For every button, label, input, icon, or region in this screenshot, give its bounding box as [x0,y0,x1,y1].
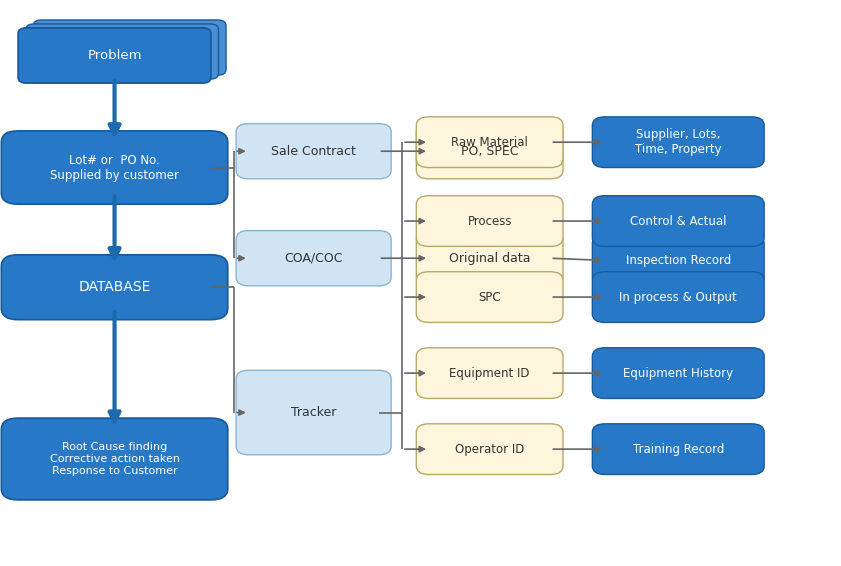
FancyBboxPatch shape [2,418,228,500]
FancyBboxPatch shape [592,235,764,286]
FancyBboxPatch shape [416,117,563,168]
Text: Equipment History: Equipment History [623,367,733,380]
FancyBboxPatch shape [416,348,563,398]
FancyBboxPatch shape [592,117,764,168]
Text: Operator ID: Operator ID [455,443,524,456]
FancyBboxPatch shape [592,348,764,398]
FancyBboxPatch shape [592,424,764,474]
Text: In process & Output: In process & Output [619,290,737,303]
FancyBboxPatch shape [236,123,391,179]
FancyBboxPatch shape [416,196,563,246]
Text: Problem: Problem [87,49,142,62]
FancyBboxPatch shape [236,230,391,286]
FancyBboxPatch shape [416,424,563,474]
Text: Sale Contract: Sale Contract [271,145,356,158]
FancyBboxPatch shape [34,20,226,75]
FancyBboxPatch shape [2,131,228,204]
Text: Supplier, Lots,
Time, Property: Supplier, Lots, Time, Property [635,128,722,156]
Text: Raw Material: Raw Material [452,136,528,149]
Text: Tracker: Tracker [291,406,336,419]
Text: Lot# or  PO No.
Supplied by customer: Lot# or PO No. Supplied by customer [50,153,179,182]
Text: Inspection Record: Inspection Record [626,254,731,267]
Text: PO, SPEC: PO, SPEC [461,145,518,158]
Text: Control & Actual: Control & Actual [630,215,727,228]
FancyBboxPatch shape [416,230,563,286]
FancyBboxPatch shape [19,28,211,83]
FancyBboxPatch shape [416,123,563,179]
FancyBboxPatch shape [2,255,228,320]
FancyBboxPatch shape [592,272,764,323]
Text: Root Cause finding
Corrective action taken
Response to Customer: Root Cause finding Corrective action tak… [50,443,179,475]
Text: DATABASE: DATABASE [78,280,151,294]
FancyBboxPatch shape [416,272,563,323]
Text: Process: Process [468,215,512,228]
FancyBboxPatch shape [592,196,764,246]
FancyBboxPatch shape [26,24,219,79]
Text: COA/COC: COA/COC [284,252,343,265]
Text: Equipment ID: Equipment ID [449,367,530,380]
Text: SPC: SPC [479,290,501,303]
FancyBboxPatch shape [236,370,391,455]
Text: Original data: Original data [449,252,531,265]
Text: Training Record: Training Record [632,443,724,456]
